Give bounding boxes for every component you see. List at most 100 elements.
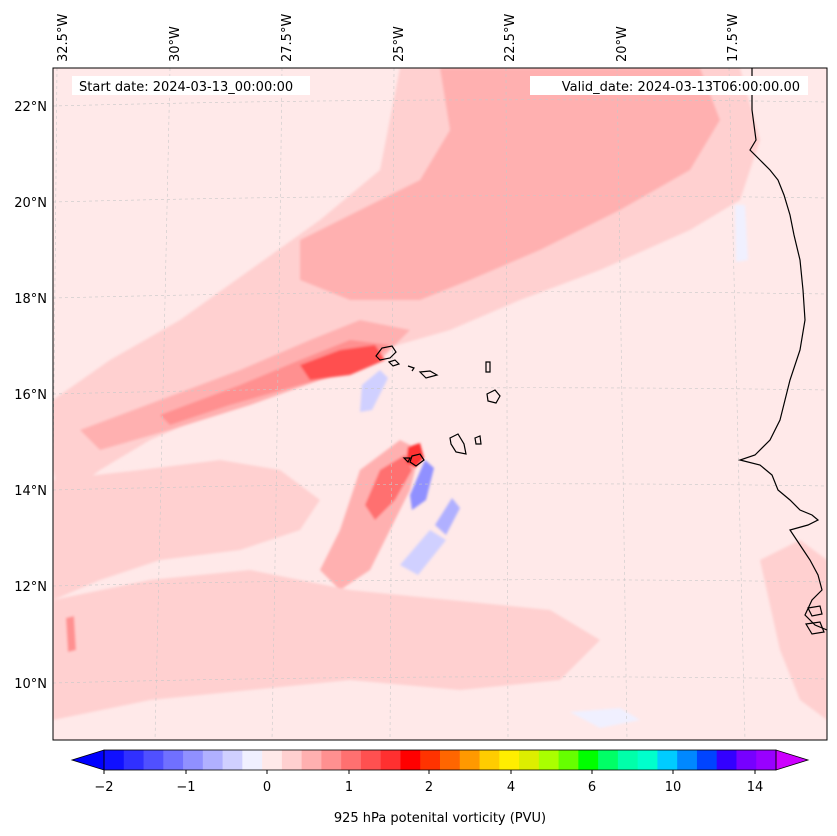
grid-lon-line [728, 68, 746, 740]
valid-date-box [530, 76, 808, 95]
lon-label: 17.5°W [726, 14, 741, 62]
colorbar-swatch [558, 750, 579, 770]
lon-label: 22.5°W [503, 14, 518, 62]
grid-lon-line [271, 68, 283, 740]
lon-label: 20°W [615, 26, 630, 62]
grid-lon-line [389, 68, 395, 740]
island-fogo [409, 453, 425, 467]
colorbar-swatches [104, 750, 777, 770]
colorbar-swatch [637, 750, 658, 770]
colorbar-under-arrow [70, 749, 105, 771]
colorbar-swatch [123, 750, 145, 770]
valid-date-label: Valid_date: 2024-03-13T06:00:00.00 [562, 80, 800, 95]
colorbar-swatch [341, 750, 362, 770]
colorbar-swatch [143, 750, 164, 770]
grid-lat-line [53, 195, 827, 203]
pv-field [53, 68, 827, 728]
lat-label: 22°N [14, 100, 47, 115]
island-santo-antao [375, 345, 397, 361]
colorbar-tick-label: 2 [425, 780, 433, 795]
colorbar-swatch [617, 750, 639, 770]
colorbar-swatch [262, 750, 283, 770]
pv-pos-small [66, 616, 76, 652]
map-frame [52, 67, 828, 741]
colorbar-swatch [420, 750, 441, 770]
lon-label: 32.5°W [56, 14, 71, 62]
colorbar-swatch [756, 750, 777, 770]
colorbar-swatch [459, 750, 481, 770]
colorbar-swatch [360, 750, 382, 770]
colorbar-tick-label: 0 [263, 780, 271, 795]
graticule [53, 68, 827, 740]
grid-lon-line [154, 68, 171, 740]
lat-label: 16°N [14, 388, 47, 403]
island-maio [474, 435, 482, 445]
colorbar-tick-label: 14 [747, 780, 764, 795]
colorbar-swatch [400, 750, 421, 770]
lon-label: 30°W [168, 26, 183, 62]
pv-region-west [53, 460, 320, 600]
colorbar-swatch [736, 750, 757, 770]
colorbar-tick-label: 1 [345, 780, 353, 795]
colorbar-swatch [301, 750, 322, 770]
pv-neg-6 [570, 708, 640, 728]
colorbar-swatch [696, 750, 718, 770]
colorbar-swatch [598, 750, 619, 770]
grid-lat-line [53, 387, 827, 395]
colorbar-swatch [716, 750, 737, 770]
colorbar-tick-label: −1 [176, 780, 195, 795]
island-bijagos [805, 605, 825, 635]
start-date-label: Start date: 2024-03-13_00:00:00 [79, 80, 293, 95]
island-santiago [449, 433, 467, 455]
colorbar-swatch [104, 750, 125, 770]
colorbar-label: 925 hPa potenital vorticity (PVU) [334, 811, 546, 826]
start-date-box [72, 76, 310, 95]
colorbar-tick-label: 10 [665, 780, 682, 795]
pv-region-wake-core [365, 455, 412, 520]
pv-neg-1 [360, 370, 388, 412]
colorbar-tick-label: 6 [588, 780, 596, 795]
pv-region-core1 [300, 345, 385, 380]
colorbar-swatch [281, 750, 303, 770]
lat-label: 12°N [14, 580, 47, 595]
island-sal-bv-west [418, 370, 439, 379]
colorbar-swatch [538, 750, 560, 770]
colorbar-swatch [499, 750, 520, 770]
colorbar-swatch [440, 750, 461, 770]
pv-neg-4 [400, 530, 446, 575]
grid-lon-line [616, 68, 628, 740]
pv-neg-5 [735, 205, 748, 262]
pv-region-light [300, 68, 720, 300]
colorbar-swatch [222, 750, 243, 770]
island-brava [402, 457, 411, 464]
colorbar-over-arrow [775, 749, 810, 771]
colorbar-swatch [242, 750, 263, 770]
island-sao-vicente [387, 359, 401, 367]
coastlines [375, 68, 827, 635]
pv-region-lower [53, 570, 600, 720]
longitude-labels: 32.5°W 30°W 27.5°W 25°W 22.5°W 20°W 17.5°W [56, 14, 741, 62]
grid-lon-line [505, 68, 509, 740]
grid-lat-line [53, 483, 827, 491]
lon-label: 25°W [392, 26, 407, 62]
grid-lat-line [53, 579, 827, 587]
latitude-labels: 22°N 20°N 18°N 16°N 14°N 12°N 10°N [14, 100, 47, 692]
island-sao-nicolau [407, 365, 415, 372]
grid-lat-line [53, 676, 827, 684]
colorbar-swatch [163, 750, 184, 770]
colorbar-swatch [202, 750, 224, 770]
colorbar-swatch [380, 750, 401, 770]
colorbar-swatch [321, 750, 342, 770]
lat-label: 14°N [14, 484, 47, 499]
lat-label: 18°N [14, 292, 47, 307]
island-boa-vista [486, 389, 501, 404]
africa-coastline [737, 68, 827, 631]
grid-lat-line [53, 99, 827, 107]
colorbar-swatch [578, 750, 599, 770]
colorbar-swatch [479, 750, 500, 770]
colorbar-swatch [183, 750, 204, 770]
lon-label: 27.5°W [280, 14, 295, 62]
colorbar-frame [103, 749, 777, 771]
map-panel: Start date: 2024-03-13_00:00:00 Valid_da… [52, 67, 828, 741]
